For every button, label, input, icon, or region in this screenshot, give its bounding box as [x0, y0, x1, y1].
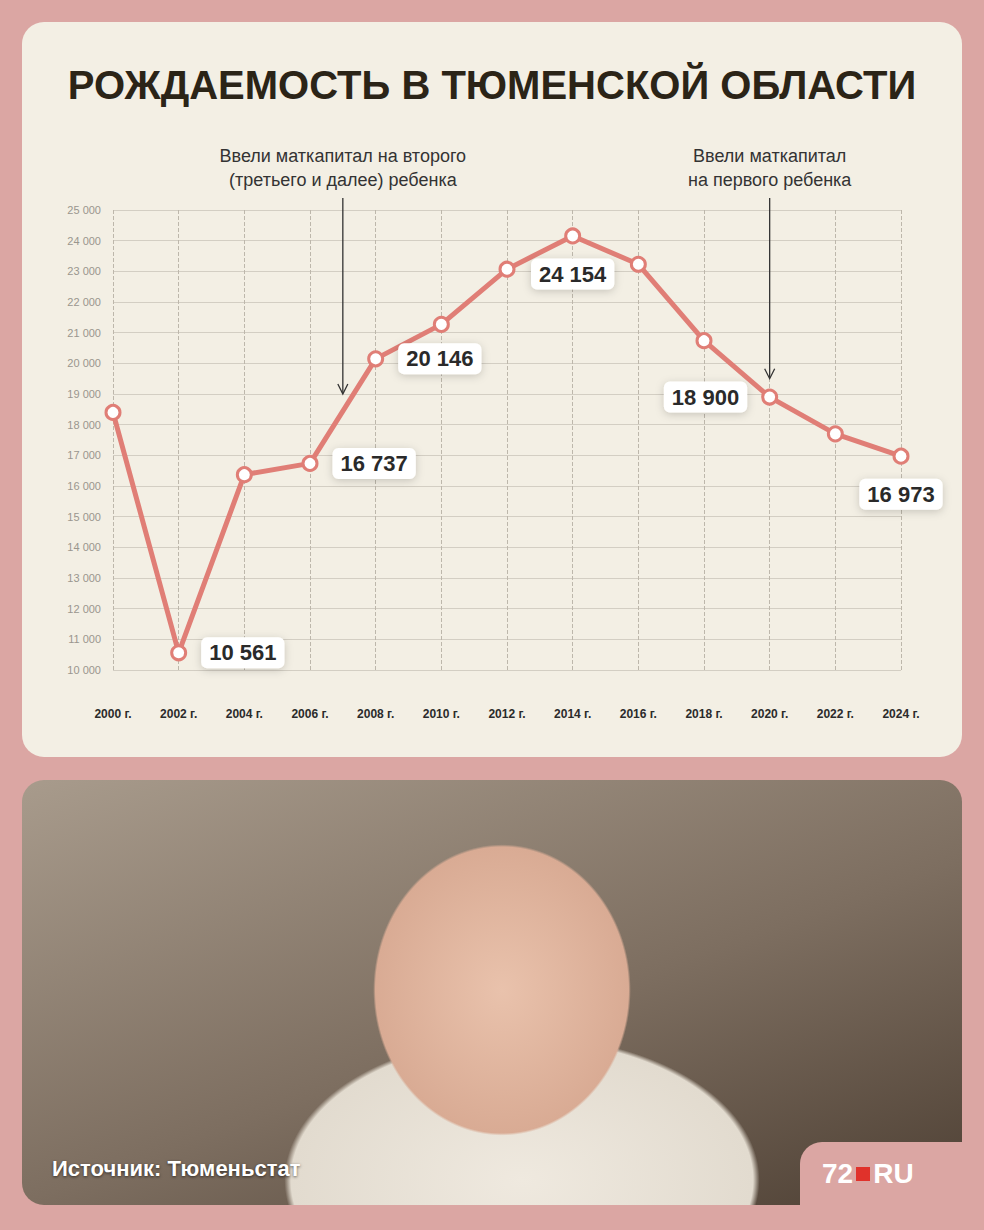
svg-text:2012 г.: 2012 г.: [488, 707, 525, 721]
svg-text:2022 г.: 2022 г.: [817, 707, 854, 721]
svg-text:2020 г.: 2020 г.: [751, 707, 788, 721]
html-text:72: 72: [822, 1158, 854, 1189]
svg-text:13 000: 13 000: [67, 572, 101, 584]
html-text:Источник: Тюменьстат: Источник: Тюменьстат: [52, 1156, 301, 1181]
svg-text:10 561: 10 561: [209, 640, 276, 665]
svg-text:24 154: 24 154: [539, 262, 607, 287]
svg-text:16 737: 16 737: [341, 451, 408, 476]
svg-text:18 000: 18 000: [67, 419, 101, 431]
svg-text:11 000: 11 000: [68, 633, 101, 645]
svg-text:14 000: 14 000: [67, 541, 101, 553]
svg-text:21 000: 21 000: [67, 327, 101, 339]
svg-text:2000 г.: 2000 г.: [94, 707, 131, 721]
svg-text:2008 г.: 2008 г.: [357, 707, 394, 721]
svg-text:Ввели маткапитал: Ввели маткапитал: [693, 146, 846, 166]
svg-text:18 900: 18 900: [672, 385, 739, 410]
svg-text:(третьего и далее) ребенка: (третьего и далее) ребенка: [229, 170, 458, 190]
svg-text:16 000: 16 000: [67, 480, 101, 492]
svg-text:2014 г.: 2014 г.: [554, 707, 591, 721]
svg-text:23 000: 23 000: [67, 265, 101, 277]
svg-text:2006 г.: 2006 г.: [291, 707, 328, 721]
svg-text:22 000: 22 000: [67, 296, 101, 308]
svg-text:16 973: 16 973: [867, 482, 934, 507]
svg-text:2002 г.: 2002 г.: [160, 707, 197, 721]
svg-text:15 000: 15 000: [67, 511, 101, 523]
svg-text:на первого ребенка: на первого ребенка: [688, 170, 852, 190]
svg-text:20 146: 20 146: [406, 346, 473, 371]
html-text:RU: RU: [873, 1158, 914, 1189]
svg-text:2010 г.: 2010 г.: [423, 707, 460, 721]
svg-text:24 000: 24 000: [67, 235, 101, 247]
svg-text:2018 г.: 2018 г.: [685, 707, 722, 721]
svg-text:10 000: 10 000: [67, 664, 101, 676]
svg-text:Ввели маткапитал на второго: Ввели маткапитал на второго: [220, 146, 467, 166]
svg-text:2024 г.: 2024 г.: [882, 707, 919, 721]
svg-text:17 000: 17 000: [67, 449, 101, 461]
svg-text:25 000: 25 000: [67, 204, 101, 216]
svg-text:РОЖДАЕМОСТЬ В ТЮМЕНСКОЙ ОБЛАСТ: РОЖДАЕМОСТЬ В ТЮМЕНСКОЙ ОБЛАСТИ: [68, 62, 916, 107]
svg-text:2004 г.: 2004 г.: [226, 707, 263, 721]
svg-text:19 000: 19 000: [67, 388, 101, 400]
svg-text:12 000: 12 000: [67, 603, 101, 615]
svg-text:2016 г.: 2016 г.: [620, 707, 657, 721]
svg-text:20 000: 20 000: [67, 357, 101, 369]
